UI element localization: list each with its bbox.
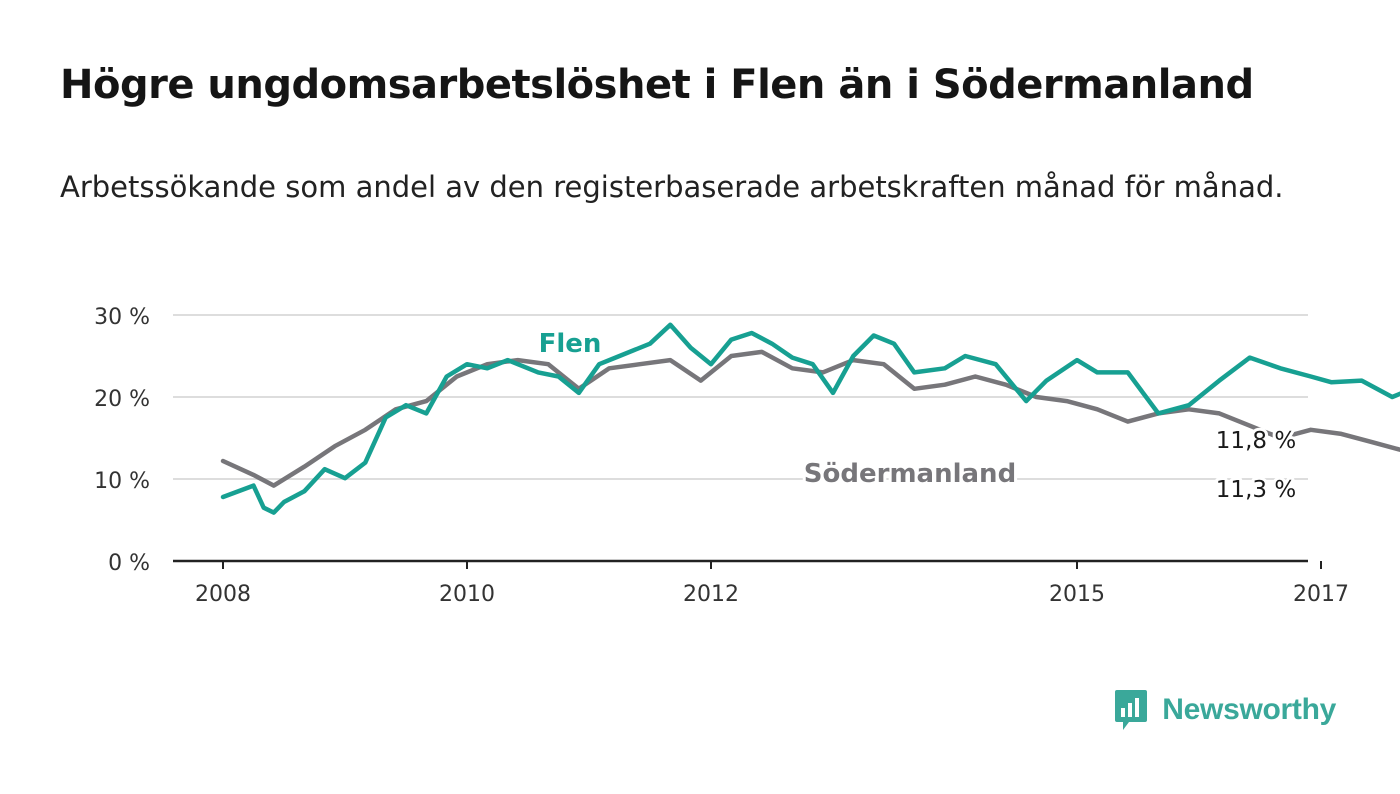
series-label-flen-halo: Flen (539, 329, 602, 359)
x-tick-label: 2010 (439, 582, 495, 607)
chart-subtitle: Arbetssökande som andel av den registerb… (60, 170, 1284, 204)
end-value-flen: 11,8 % (1216, 428, 1296, 454)
y-axis-labels: 0 % 10 % 20 % 30 % (94, 305, 150, 576)
y-tick-label: 20 % (94, 387, 150, 412)
series-label-sodermanland-halo: Södermanland (804, 459, 1016, 489)
chart-title: Högre ungdomsarbetslöshet i Flen än i Sö… (60, 62, 1254, 108)
grid-lines (173, 314, 1308, 480)
x-tick-label: 2008 (195, 582, 251, 607)
series-line-sodermanland (220, 349, 1400, 488)
x-axis: 20082010201220152017202020222024 (173, 559, 1349, 607)
x-tick-label: 2012 (683, 582, 739, 607)
x-tick-label: 2015 (1049, 582, 1105, 607)
newsworthy-logo: Newsworthy (1114, 688, 1336, 732)
series-lines (220, 322, 1400, 515)
end-value-sodermanland-halo: 11,3 % (1216, 477, 1296, 503)
series-label-flen: Flen (539, 329, 602, 359)
end-value-sodermanland: 11,3 % (1216, 477, 1296, 503)
chat-bar-icon (1115, 690, 1148, 730)
y-tick-label: 30 % (94, 305, 150, 330)
y-tick-label: 0 % (108, 551, 150, 576)
series-label-sodermanland: Södermanland (804, 459, 1016, 489)
end-value-flen-halo: 11,8 % (1216, 428, 1296, 454)
brand-name: Newsworthy (1162, 693, 1336, 726)
series-line-flen (220, 322, 1400, 515)
y-tick-label: 10 % (94, 469, 150, 494)
x-tick-label: 2017 (1293, 582, 1349, 607)
